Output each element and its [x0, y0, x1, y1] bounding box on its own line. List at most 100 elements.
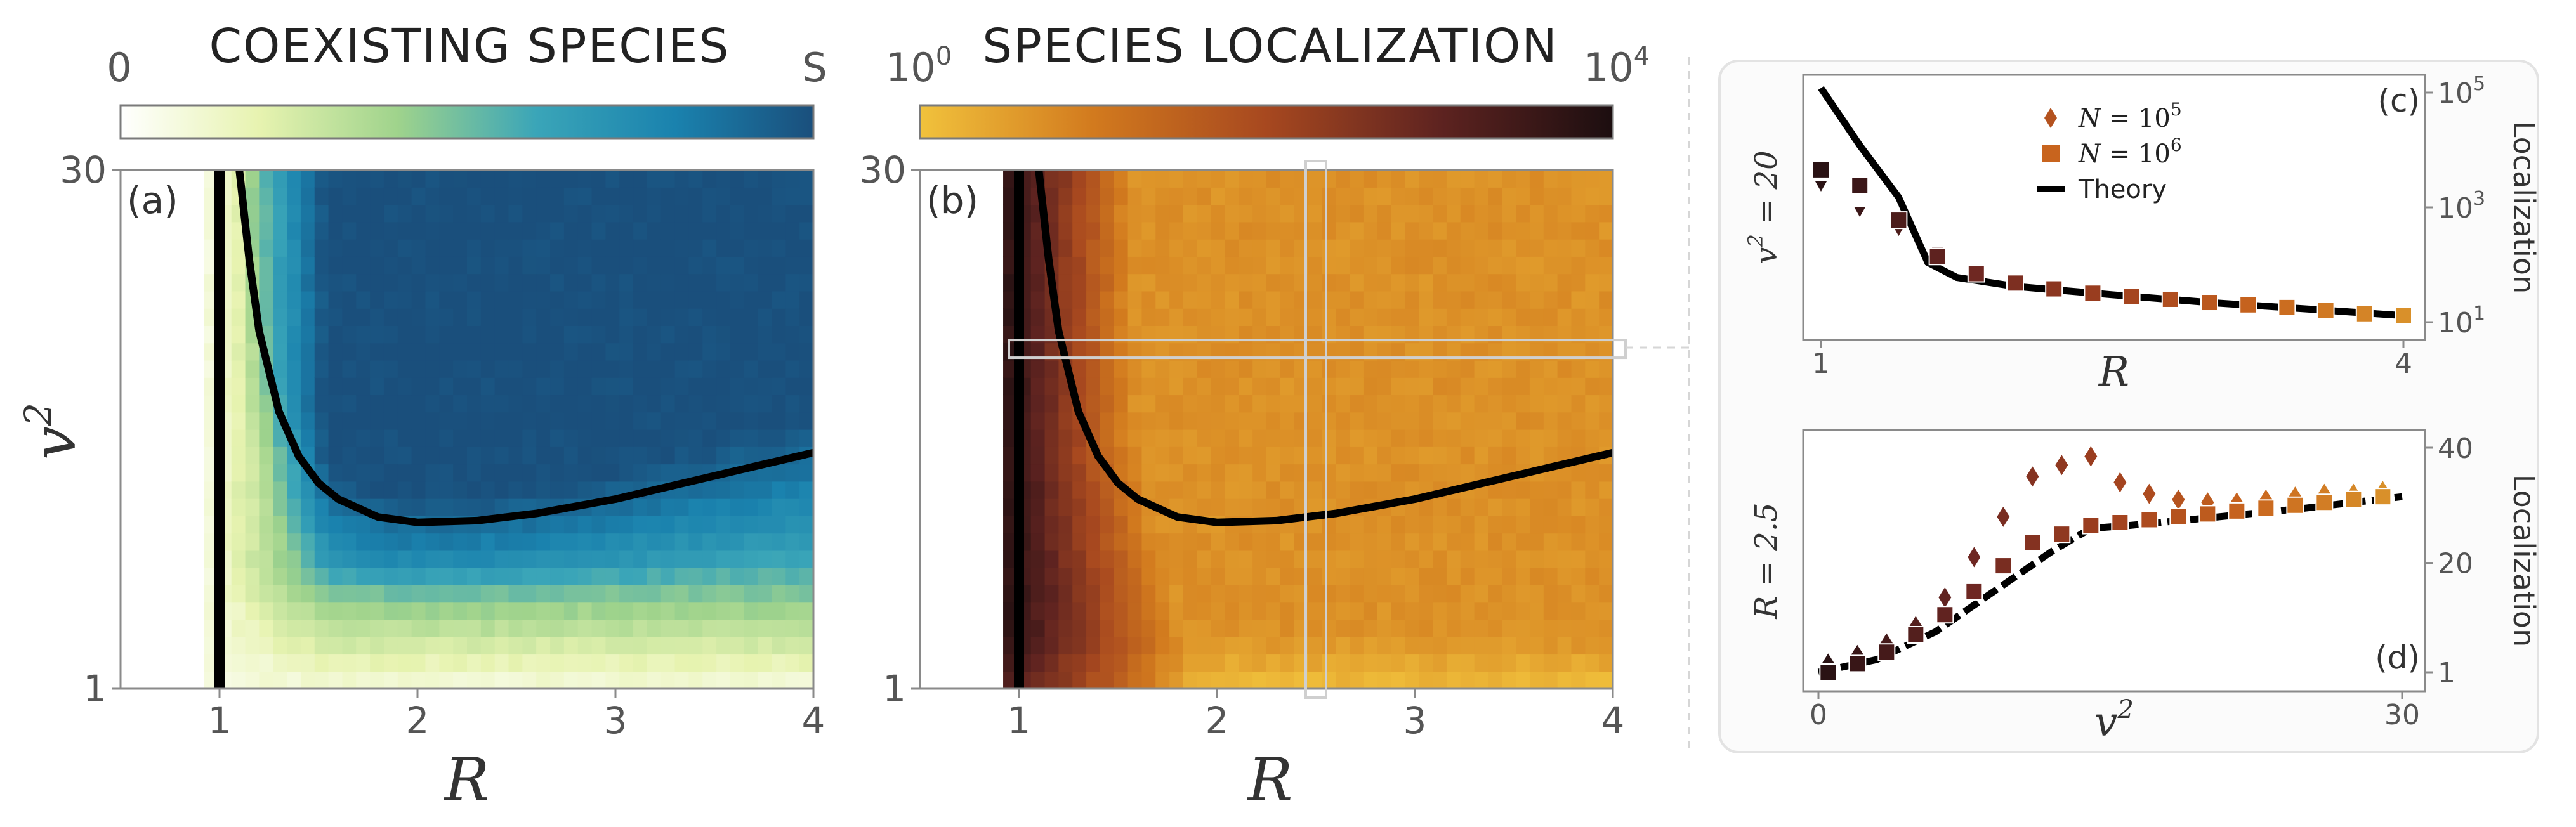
heatmap-b-cell [1003, 204, 1018, 223]
heatmap-b-cell [1141, 446, 1156, 465]
heatmap-b-cell [1391, 360, 1405, 378]
heatmap-a-cell [619, 446, 634, 465]
heatmap-a-cell [204, 429, 218, 447]
heatmap-a-cell [204, 394, 218, 413]
heatmap-b-cell [1155, 256, 1170, 275]
heatmap-a-cell [577, 342, 593, 361]
heatmap-b-cell [1252, 619, 1267, 637]
heatmap-b-cell [1308, 187, 1322, 205]
heatmap-b-cell [1391, 170, 1405, 188]
heatmap-b-cell [1405, 671, 1419, 689]
heatmap-a-cell [259, 308, 273, 326]
heatmap-a-cell [744, 619, 759, 637]
heatmap-a-cell [467, 637, 482, 655]
square-point [2344, 490, 2363, 509]
heatmap-a-cell [785, 654, 800, 672]
heatmap-a-cell [605, 290, 620, 309]
heatmap-a-cell [758, 481, 773, 499]
heatmap-b-cell [1072, 187, 1087, 205]
heatmap-b-cell [1183, 239, 1198, 257]
heatmap-a-cell [439, 637, 454, 655]
heatmap-a-cell [591, 170, 606, 188]
heatmap-b-cell [1571, 481, 1586, 499]
heatmap-a-cell [273, 446, 287, 465]
heatmap-b-cell [1516, 221, 1530, 240]
heatmap-b-cell [1585, 256, 1600, 275]
heatmap-a-cell [300, 273, 315, 292]
heatmap-b-cell [1419, 204, 1433, 223]
heatmap-b-cell [1197, 394, 1212, 413]
heatmap-a-cell [259, 464, 273, 482]
heatmap-a-cell [383, 654, 398, 672]
heatmap-b-cell [1474, 516, 1489, 534]
heatmap-b-cell [1474, 637, 1489, 655]
heatmap-a-cell [231, 568, 246, 585]
heatmap-a-cell [605, 221, 620, 240]
heatmap-a-cell [522, 221, 537, 240]
heatmap-a-cell [730, 446, 745, 465]
heatmap-a-cell [508, 585, 523, 603]
heatmap-b-cell [1543, 498, 1558, 516]
heatmap-a-cell [245, 429, 260, 447]
heatmap-b-cell [1266, 239, 1281, 257]
heatmap-b-cell [1363, 377, 1378, 396]
heatmap-a-cell [785, 394, 800, 413]
heatmap-a-cell [688, 585, 703, 603]
heatmap-a-cell [397, 342, 412, 361]
heatmap-a-cell [328, 550, 343, 568]
heatmap-b-cell [1197, 170, 1212, 188]
heatmap-b-cell [1585, 602, 1600, 620]
heatmap-b-cell [1141, 602, 1156, 620]
heatmap-b-cell [1225, 481, 1239, 499]
heatmap-a-cell [480, 568, 496, 585]
heatmap-a-cell [453, 619, 468, 637]
heatmap-b-cell [1446, 464, 1461, 482]
heatmap-a-cell [370, 602, 384, 620]
heatmap-a-cell [772, 464, 786, 482]
heatmap-b-cell [1599, 342, 1613, 361]
heatmap-b-cell [1044, 394, 1059, 413]
heatmap-a-cell [647, 360, 662, 378]
heatmap-a-cell [799, 170, 813, 188]
square-point [2257, 499, 2275, 518]
heatmap-b-cell [1100, 221, 1115, 240]
heatmap-b-cell [1502, 221, 1516, 240]
heatmap-a-cell [633, 533, 648, 551]
ylabel-base: v [20, 426, 89, 460]
heatmap-a-cell [716, 256, 731, 275]
heatmap-a-cell [411, 170, 426, 188]
heatmap-a-cell [342, 619, 357, 637]
heatmap-a-cell [730, 619, 745, 637]
heatmap-a-cell [480, 412, 496, 430]
x-tick-label: 30 [2384, 699, 2420, 731]
heatmap-b-cell [1183, 221, 1198, 240]
heatmap-b-cell [1086, 204, 1101, 223]
heatmap-a-cell [328, 637, 343, 655]
heatmap-a-cell [397, 290, 412, 309]
heatmap-b-cell [1141, 394, 1156, 413]
heatmap-a-cell [688, 619, 703, 637]
panel-c-xlabel: R [2098, 349, 2129, 396]
heatmap-a-cell [328, 568, 343, 585]
heatmap-a-cell [397, 187, 412, 205]
heatmap-b-cell [1502, 533, 1516, 551]
heatmap-a-cell [425, 325, 440, 344]
heatmap-a-cell [328, 516, 343, 534]
heatmap-a-cell [342, 290, 357, 309]
heatmap-a-cell [259, 481, 273, 499]
heatmap-a-cell [550, 671, 565, 689]
heatmap-b-cell [1183, 170, 1198, 188]
heatmap-a-cell [633, 273, 648, 292]
heatmap-b-cell [1100, 308, 1115, 326]
heatmap-b-cell [1433, 671, 1447, 689]
heatmap-a-cell [259, 239, 273, 257]
heatmap-a-cell [550, 585, 565, 603]
heatmap-a-cell [716, 308, 731, 326]
heatmap-b-cell [1114, 187, 1129, 205]
heatmap-b-cell [1280, 671, 1295, 689]
heatmap-b-cell [1155, 170, 1170, 188]
heatmap-a-cell [370, 256, 384, 275]
heatmap-a-cell [550, 221, 565, 240]
heatmap-b-cell [1571, 239, 1586, 257]
panel-b-label: (b) [926, 179, 978, 222]
